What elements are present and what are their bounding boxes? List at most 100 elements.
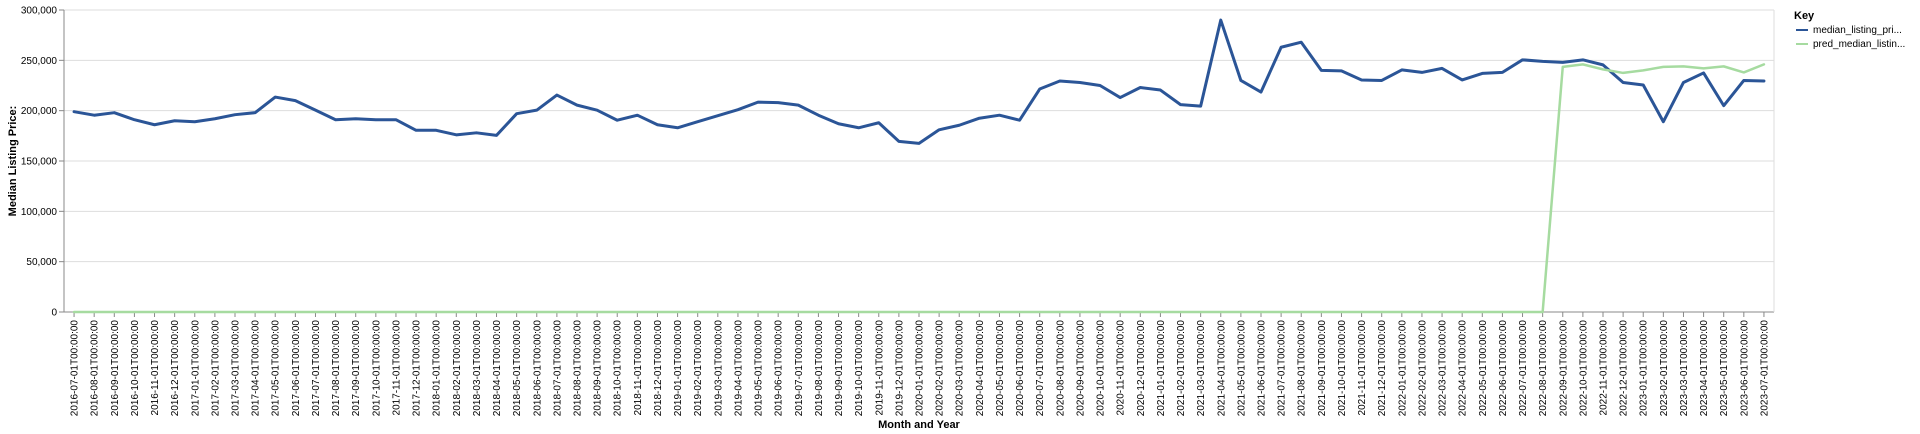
x-tick-label: 2020-01-01T00:00:00 bbox=[915, 320, 926, 417]
x-tick-label: 2017-11-01T00:00:00 bbox=[391, 320, 402, 416]
x-tick-label: 2023-07-01T00:00:00 bbox=[1759, 320, 1770, 417]
x-tick-label: 2020-08-01T00:00:00 bbox=[1055, 320, 1066, 417]
y-tick-label: 100,000 bbox=[21, 207, 58, 218]
y-axis-title: Median Listing Price: bbox=[7, 106, 19, 217]
x-tick-label: 2021-05-01T00:00:00 bbox=[1236, 320, 1247, 417]
x-tick-label: 2022-12-01T00:00:00 bbox=[1619, 320, 1630, 417]
x-tick-label: 2022-10-01T00:00:00 bbox=[1578, 320, 1589, 417]
x-tick-label: 2021-10-01T00:00:00 bbox=[1337, 320, 1348, 417]
x-tick-label: 2019-07-01T00:00:00 bbox=[794, 320, 805, 417]
y-tick-label: 300,000 bbox=[21, 6, 58, 17]
x-tick-label: 2020-03-01T00:00:00 bbox=[955, 320, 966, 417]
x-tick-label: 2019-10-01T00:00:00 bbox=[854, 320, 865, 417]
x-tick-label: 2018-12-01T00:00:00 bbox=[653, 320, 664, 417]
x-tick-label: 2022-01-01T00:00:00 bbox=[1397, 320, 1408, 417]
x-tick-label: 2021-03-01T00:00:00 bbox=[1196, 320, 1207, 417]
x-tick-label: 2019-05-01T00:00:00 bbox=[754, 320, 765, 417]
x-tick-label: 2023-01-01T00:00:00 bbox=[1639, 320, 1650, 417]
x-tick-label: 2022-07-01T00:00:00 bbox=[1518, 320, 1529, 417]
x-tick-label: 2016-07-01T00:00:00 bbox=[70, 320, 81, 417]
series-line bbox=[72, 18, 1766, 145]
x-tick-label: 2020-10-01T00:00:00 bbox=[1096, 320, 1107, 417]
x-tick-label: 2018-08-01T00:00:00 bbox=[573, 320, 584, 417]
x-tick-label: 2018-11-01T00:00:00 bbox=[633, 320, 644, 416]
x-tick-label: 2022-04-01T00:00:00 bbox=[1458, 320, 1469, 417]
series-line bbox=[72, 63, 1766, 314]
x-tick-label: 2020-12-01T00:00:00 bbox=[1136, 320, 1147, 417]
x-tick-label: 2023-04-01T00:00:00 bbox=[1699, 320, 1710, 417]
x-tick-label: 2018-07-01T00:00:00 bbox=[552, 320, 563, 417]
x-tick-label: 2016-11-01T00:00:00 bbox=[150, 320, 161, 416]
x-tick-label: 2022-08-01T00:00:00 bbox=[1538, 320, 1549, 417]
x-tick-label: 2022-05-01T00:00:00 bbox=[1478, 320, 1489, 417]
x-tick-label: 2019-04-01T00:00:00 bbox=[733, 320, 744, 417]
y-tick-label: 200,000 bbox=[21, 106, 58, 117]
x-tick-label: 2020-07-01T00:00:00 bbox=[1035, 320, 1046, 417]
series-lines bbox=[72, 18, 1766, 314]
x-tick-label: 2021-06-01T00:00:00 bbox=[1257, 320, 1268, 417]
x-tick-label: 2018-04-01T00:00:00 bbox=[492, 320, 503, 417]
x-tick-label: 2019-11-01T00:00:00 bbox=[874, 320, 885, 416]
x-tick-label: 2019-01-01T00:00:00 bbox=[673, 320, 684, 417]
x-tick-label: 2016-10-01T00:00:00 bbox=[130, 320, 141, 417]
x-tick-label: 2016-08-01T00:00:00 bbox=[90, 320, 101, 417]
x-tick-label: 2019-12-01T00:00:00 bbox=[894, 320, 905, 417]
x-tick-label: 2021-04-01T00:00:00 bbox=[1216, 320, 1227, 417]
legend-title: Key bbox=[1794, 10, 1815, 22]
gridlines bbox=[64, 9, 1774, 313]
x-tick-label: 2017-06-01T00:00:00 bbox=[291, 320, 302, 417]
x-tick-label: 2020-02-01T00:00:00 bbox=[935, 320, 946, 417]
x-tick-label: 2019-06-01T00:00:00 bbox=[774, 320, 785, 417]
x-tick-label: 2020-09-01T00:00:00 bbox=[1075, 320, 1086, 417]
y-tick-label: 150,000 bbox=[21, 157, 58, 168]
legend-items: median_listing_pri... pred_median_listin.… bbox=[1796, 25, 1905, 50]
x-tick-label: 2021-09-01T00:00:00 bbox=[1317, 320, 1328, 417]
x-tick-label: 2020-04-01T00:00:00 bbox=[975, 320, 986, 417]
x-tick-label: 2018-01-01T00:00:00 bbox=[432, 320, 443, 417]
x-tick-label: 2022-06-01T00:00:00 bbox=[1498, 320, 1509, 417]
x-tick-label: 2016-09-01T00:00:00 bbox=[110, 320, 121, 417]
x-tick-label: 2023-02-01T00:00:00 bbox=[1659, 320, 1670, 417]
x-tick-label: 2019-08-01T00:00:00 bbox=[814, 320, 825, 417]
x-tick-label: 2017-01-01T00:00:00 bbox=[190, 320, 201, 417]
x-tick-label: 2017-07-01T00:00:00 bbox=[311, 320, 322, 417]
x-tick-label: 2018-10-01T00:00:00 bbox=[613, 320, 624, 417]
x-tick-label: 2017-04-01T00:00:00 bbox=[251, 320, 262, 417]
x-tick-label: 2022-03-01T00:00:00 bbox=[1438, 320, 1449, 417]
y-tick-label: 250,000 bbox=[21, 56, 58, 67]
x-tick-label: 2022-11-01T00:00:00 bbox=[1599, 320, 1610, 416]
x-tick-label: 2017-05-01T00:00:00 bbox=[271, 320, 282, 417]
x-tick-label: 2018-02-01T00:00:00 bbox=[452, 320, 463, 417]
x-tick-label: 2018-03-01T00:00:00 bbox=[472, 320, 483, 417]
x-tick-label: 2023-05-01T00:00:00 bbox=[1719, 320, 1730, 417]
y-tick-label: 50,000 bbox=[26, 257, 57, 268]
legend-label: pred_median_listin... bbox=[1813, 39, 1905, 50]
x-tick-label: 2021-07-01T00:00:00 bbox=[1277, 320, 1288, 417]
legend-label: median_listing_pri... bbox=[1813, 25, 1902, 36]
x-tick-label: 2016-12-01T00:00:00 bbox=[170, 320, 181, 417]
x-tick-label: 2021-02-01T00:00:00 bbox=[1176, 320, 1187, 417]
x-tick-label: 2017-08-01T00:00:00 bbox=[331, 320, 342, 417]
x-tick-label: 2018-05-01T00:00:00 bbox=[512, 320, 523, 417]
x-tick-label: 2021-08-01T00:00:00 bbox=[1297, 320, 1308, 417]
x-tick-label: 2018-09-01T00:00:00 bbox=[593, 320, 604, 417]
x-tick-label: 2019-02-01T00:00:00 bbox=[693, 320, 704, 417]
x-tick-label: 2021-11-01T00:00:00 bbox=[1357, 320, 1368, 416]
x-tick-label: 2020-05-01T00:00:00 bbox=[995, 320, 1006, 417]
y-tick-label: 0 bbox=[51, 308, 57, 319]
x-tick-label: 2017-09-01T00:00:00 bbox=[351, 320, 362, 417]
x-tick-label: 2022-02-01T00:00:00 bbox=[1417, 320, 1428, 417]
x-tick-label: 2021-12-01T00:00:00 bbox=[1377, 320, 1388, 417]
x-tick-label: 2020-06-01T00:00:00 bbox=[1015, 320, 1026, 417]
x-tick-label: 2023-06-01T00:00:00 bbox=[1739, 320, 1750, 417]
x-axis-title: Month and Year bbox=[878, 419, 960, 431]
legend: Key median_listing_pri... pred_median_lis… bbox=[1794, 10, 1905, 50]
x-tick-label: 2018-06-01T00:00:00 bbox=[532, 320, 543, 417]
x-tick-label: 2017-02-01T00:00:00 bbox=[210, 320, 221, 417]
x-tick-label: 2017-10-01T00:00:00 bbox=[371, 320, 382, 417]
x-tick-label: 2020-11-01T00:00:00 bbox=[1116, 320, 1127, 416]
x-tick-label: 2017-12-01T00:00:00 bbox=[412, 320, 423, 417]
x-tick-label: 2023-03-01T00:00:00 bbox=[1679, 320, 1690, 417]
x-tick-label: 2021-01-01T00:00:00 bbox=[1156, 320, 1167, 417]
